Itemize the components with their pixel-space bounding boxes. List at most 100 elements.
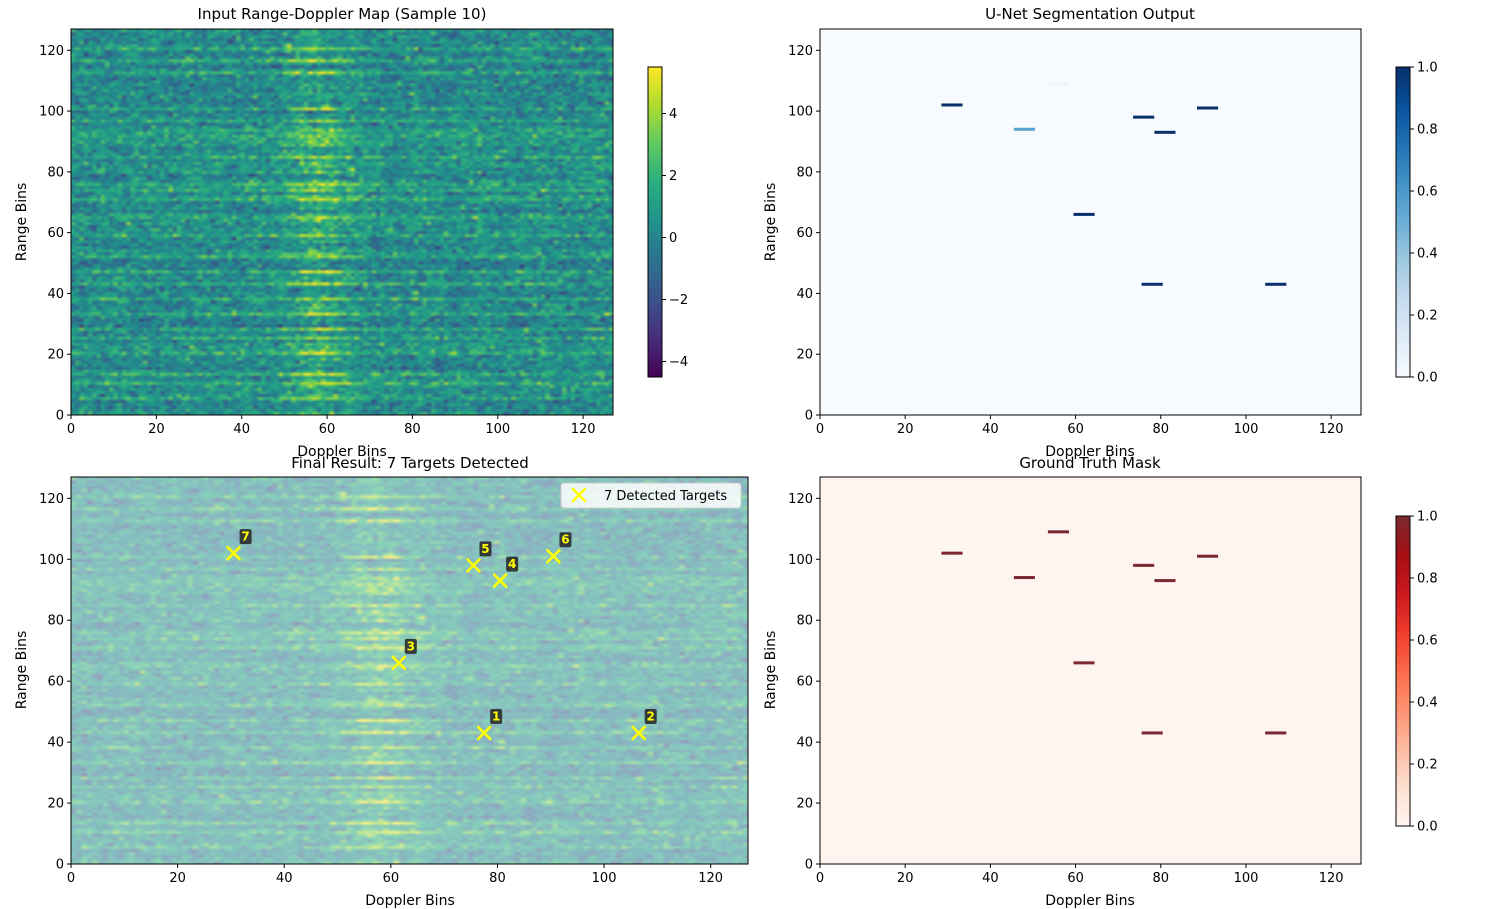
- legend-label: 7 Detected Targets: [604, 489, 727, 504]
- heatmap-background: [820, 477, 1361, 864]
- target-marker-1: 1: [476, 708, 503, 741]
- y-axis: 0 20 40 60 80 100 120: [788, 44, 820, 424]
- target-label: 7: [241, 530, 249, 544]
- mask-segment: [1196, 554, 1219, 558]
- panel-final-result: Final Result: 7 Targets Detected 1 2 3 4 5 6 7…: [14, 454, 749, 909]
- x-tick-label: 80: [404, 422, 421, 437]
- x-axis-label: Doppler Bins: [297, 444, 387, 460]
- panel-title: U-Net Segmentation Output: [985, 5, 1195, 23]
- y-tick-label: 60: [796, 226, 813, 241]
- y-axis-label: Range Bins: [14, 631, 30, 709]
- x-tick-label: 0: [816, 871, 824, 886]
- mask-segment: [1133, 563, 1155, 567]
- y-tick-label: 100: [39, 553, 64, 568]
- y-tick-label: 60: [47, 226, 64, 241]
- mask-segment: [1073, 661, 1095, 665]
- mask-segment: [941, 551, 963, 555]
- x-tick-label: 20: [169, 871, 186, 886]
- panel-ground-truth: Ground Truth Mask 0 20 40 60 80 100 120 0 20 40 6…: [763, 454, 1438, 909]
- target-label: 3: [407, 639, 415, 653]
- colorbar-tick-label: −4: [669, 355, 688, 370]
- colorbar-ticks: −4 −2 0 2 4: [662, 107, 688, 370]
- y-tick-label: 80: [796, 165, 813, 180]
- y-axis: 0 20 40 60 80 100 120: [39, 44, 71, 424]
- colorbar-tick-label: −2: [669, 293, 688, 308]
- x-tick-label: 20: [897, 422, 914, 437]
- x-tick-label: 60: [319, 422, 336, 437]
- x-tick-label: 80: [1153, 422, 1170, 437]
- panel-input-range-doppler: Input Range-Doppler Map (Sample 10) 0 20 4…: [14, 5, 688, 460]
- panel-unet-segmentation: U-Net Segmentation Output 0 20 40 60 80 100 12…: [763, 5, 1438, 460]
- heatmap-image: [71, 477, 748, 864]
- x-tick-label: 120: [571, 422, 596, 437]
- target-label: 2: [647, 709, 655, 723]
- y-tick-label: 120: [39, 44, 64, 59]
- colorbar-ticks: 0.0 0.2 0.4 0.6 0.8 1.0: [1410, 61, 1438, 386]
- colorbar-tick-label: 0.6: [1417, 634, 1438, 649]
- plot-frame: [819, 476, 1362, 865]
- y-tick-label: 80: [47, 614, 64, 629]
- x-tick-label: 100: [592, 871, 617, 886]
- colorbar: 0.0 0.2 0.4 0.6 0.8 1.0: [1395, 61, 1438, 386]
- x-tick-label: 40: [276, 871, 293, 886]
- y-tick-label: 20: [47, 797, 64, 812]
- x-tick-label: 40: [982, 422, 999, 437]
- y-axis-label: Range Bins: [14, 183, 30, 261]
- y-tick-label: 40: [47, 736, 64, 751]
- y-tick-label: 20: [796, 348, 813, 363]
- panel-title: Ground Truth Mask: [1019, 454, 1161, 472]
- y-tick-label: 120: [39, 492, 64, 507]
- y-tick-label: 120: [788, 44, 813, 59]
- colorbar-tick-label: 0.8: [1417, 572, 1438, 587]
- panel-title: Final Result: 7 Targets Detected: [291, 454, 529, 472]
- y-tick-label: 120: [788, 492, 813, 507]
- mask-segment: [1265, 731, 1287, 735]
- y-tick-label: 20: [796, 797, 813, 812]
- target-label: 1: [492, 709, 500, 723]
- colorbar: −4 −2 0 2 4: [647, 66, 688, 378]
- x-tick-label: 100: [1234, 422, 1259, 437]
- plot-frame: [70, 28, 614, 416]
- legend-marker-icon: [571, 487, 587, 503]
- y-tick-label: 0: [805, 858, 813, 873]
- target-marker-2: 2: [631, 708, 657, 741]
- target-marker-5: 5: [466, 541, 492, 573]
- y-tick-label: 100: [39, 105, 64, 120]
- plot-area: 1 2 3 4 5 6 7: [70, 476, 749, 865]
- x-axis-label: Doppler Bins: [1045, 893, 1135, 909]
- target-label: 4: [508, 557, 516, 571]
- x-tick-label: 60: [1067, 422, 1084, 437]
- legend-box: [560, 482, 742, 509]
- x-axis: 0 20 40 60 80 100 120: [816, 864, 1344, 886]
- plot-area: [819, 28, 1362, 416]
- y-axis: 0 20 40 60 80 100 120: [39, 492, 71, 873]
- x-tick-label: 120: [698, 871, 723, 886]
- colorbar: 0.0 0.2 0.4 0.6 0.8 1.0: [1395, 510, 1438, 835]
- x-axis: 0 20 40 60 80 100 120: [67, 415, 596, 437]
- mask-segment: [1047, 82, 1070, 86]
- x-tick-label: 100: [485, 422, 510, 437]
- x-tick-label: 40: [233, 422, 250, 437]
- mask-segment: [1196, 106, 1219, 110]
- x-tick-label: 60: [1067, 871, 1084, 886]
- segments: [941, 82, 1287, 286]
- colorbar-tick-label: 1.0: [1417, 510, 1438, 525]
- colorbar-tick-label: 2: [669, 169, 677, 184]
- y-axis: 0 20 40 60 80 100 120: [788, 492, 820, 873]
- x-tick-label: 0: [67, 871, 75, 886]
- panel-title: Input Range-Doppler Map (Sample 10): [198, 5, 487, 23]
- x-tick-label: 0: [67, 422, 75, 437]
- mask-segment: [1073, 212, 1095, 216]
- colorbar-tick-label: 0: [669, 231, 677, 246]
- y-tick-label: 0: [56, 409, 64, 424]
- y-tick-label: 20: [47, 348, 64, 363]
- segments: [941, 530, 1287, 735]
- y-tick-label: 80: [796, 614, 813, 629]
- mask-segment: [1013, 576, 1035, 580]
- colorbar-tick-label: 0.6: [1417, 185, 1438, 200]
- mask-segment: [1133, 115, 1155, 119]
- plot-area: [70, 28, 614, 416]
- y-axis-label: Range Bins: [763, 183, 779, 261]
- colorbar-gradient: [648, 67, 662, 377]
- colorbar-ticks: 0.0 0.2 0.4 0.6 0.8 1.0: [1410, 510, 1438, 835]
